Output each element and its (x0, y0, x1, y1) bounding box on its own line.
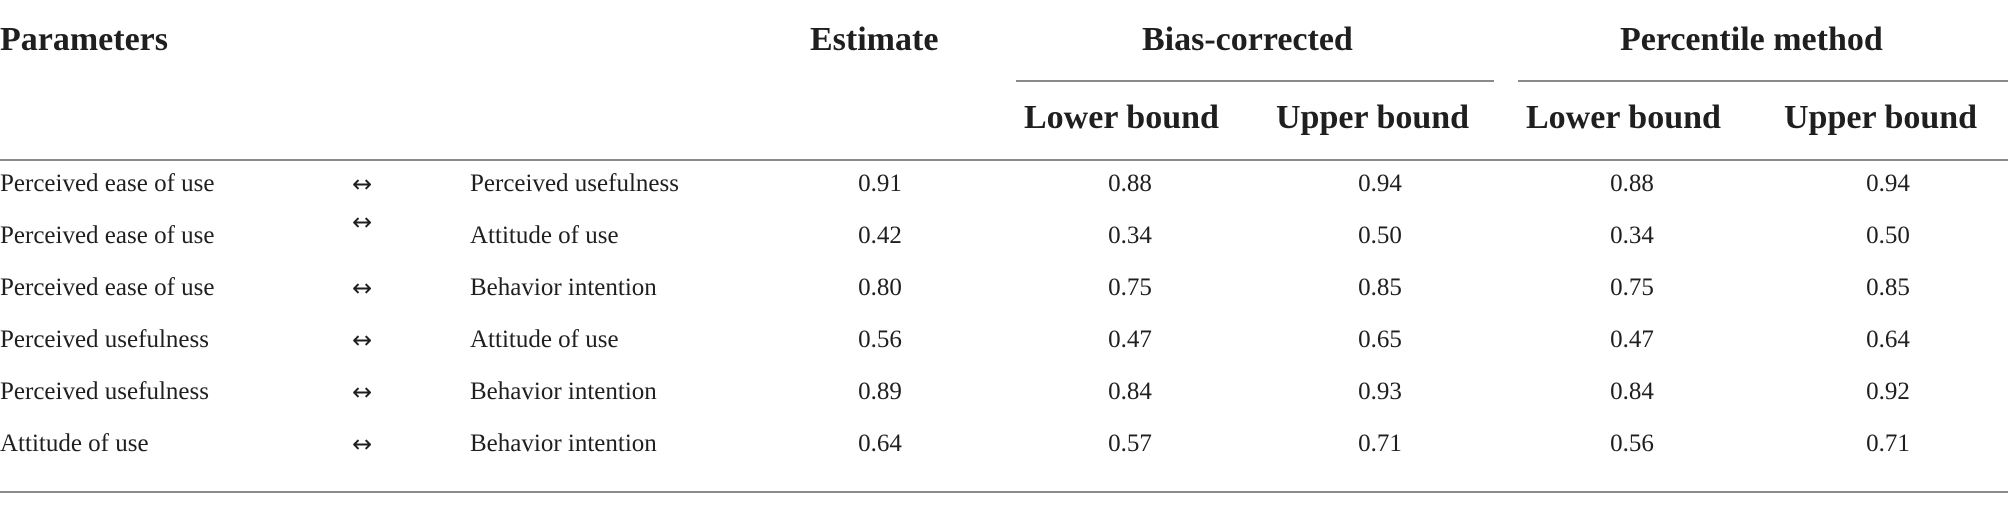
cell-to: Attitude of use (470, 222, 619, 249)
cell-arrow: ↔ (352, 378, 373, 406)
table-row: Perceived ease of use ↔ Perceived usefulne… (0, 158, 2008, 210)
cell-to: Behavior intention (470, 274, 657, 301)
cell-arrow: ↔ (352, 274, 373, 302)
cell-estimate: 0.42 (858, 222, 902, 249)
percentile-group-rule (1518, 80, 2008, 82)
cell-to: Behavior intention (470, 378, 657, 405)
cell-estimate: 0.64 (858, 430, 902, 457)
cell-bc-upper: 0.93 (1358, 378, 1402, 405)
cell-pm-upper: 0.50 (1866, 222, 1910, 249)
cell-pm-upper: 0.85 (1866, 274, 1910, 301)
table-row: Perceived usefulness ↔ Attitude of use 0.56… (0, 314, 2008, 366)
cell-bc-lower: 0.75 (1108, 274, 1152, 301)
cell-pm-upper: 0.92 (1866, 378, 1910, 405)
cell-pm-lower: 0.84 (1610, 378, 1654, 405)
cell-pm-lower: 0.47 (1610, 326, 1654, 353)
header-bc-upper-bound: Upper bound (1276, 99, 1470, 136)
cell-arrow: ↔ (352, 326, 373, 354)
cell-pm-upper: 0.71 (1866, 430, 1910, 457)
cell-bc-upper: 0.85 (1358, 274, 1402, 301)
table-bottom-rule (0, 491, 2008, 493)
cell-estimate: 0.89 (858, 378, 902, 405)
cell-from: Attitude of use (0, 430, 149, 457)
cell-arrow: ↔ (352, 208, 373, 236)
cell-from: Perceived usefulness (0, 378, 209, 405)
cell-bc-lower: 0.84 (1108, 378, 1152, 405)
cell-estimate: 0.91 (858, 170, 902, 197)
cell-bc-upper: 0.65 (1358, 326, 1402, 353)
cell-from: Perceived ease of use (0, 274, 215, 301)
table-row: Perceived ease of use ↔ Attitude of use 0.4… (0, 208, 2008, 262)
header-bias-corrected: Bias-corrected (1142, 21, 1353, 58)
cell-from: Perceived usefulness (0, 326, 209, 353)
header-bc-lower-bound: Lower bound (1024, 99, 1219, 136)
header-parameters: Parameters (0, 21, 169, 58)
header-bottom-rule (0, 159, 2008, 161)
cell-pm-lower: 0.34 (1610, 222, 1654, 249)
table-row: Perceived usefulness ↔ Behavior intention 0… (0, 366, 2008, 418)
cell-pm-lower: 0.56 (1610, 430, 1654, 457)
cell-pm-upper: 0.94 (1866, 170, 1910, 197)
cell-bc-lower: 0.88 (1108, 170, 1152, 197)
cell-to: Attitude of use (470, 326, 619, 353)
header-percentile-method: Percentile method (1620, 21, 1883, 58)
cell-arrow: ↔ (352, 430, 373, 458)
cell-to: Behavior intention (470, 430, 657, 457)
cell-bc-upper: 0.71 (1358, 430, 1402, 457)
cell-from: Perceived ease of use (0, 170, 215, 197)
cell-bc-upper: 0.50 (1358, 222, 1402, 249)
header-estimate: Estimate (810, 21, 939, 58)
cell-bc-lower: 0.47 (1108, 326, 1152, 353)
cell-estimate: 0.80 (858, 274, 902, 301)
cell-bc-lower: 0.57 (1108, 430, 1152, 457)
cell-estimate: 0.56 (858, 326, 902, 353)
table-row: Attitude of use ↔ Behavior intention 0.64 0.… (0, 418, 2008, 470)
header-pm-lower-bound: Lower bound (1526, 99, 1721, 136)
header-pm-upper-bound: Upper bound (1784, 99, 1978, 136)
table-row: Perceived ease of use ↔ Behavior intention… (0, 262, 2008, 314)
cell-bc-upper: 0.94 (1358, 170, 1402, 197)
cell-pm-lower: 0.88 (1610, 170, 1654, 197)
cell-to: Perceived usefulness (470, 170, 679, 197)
cell-from: Perceived ease of use (0, 222, 215, 249)
bias-corrected-group-rule (1016, 80, 1494, 82)
cell-arrow: ↔ (352, 170, 373, 198)
cell-bc-lower: 0.34 (1108, 222, 1152, 249)
cell-pm-lower: 0.75 (1610, 274, 1654, 301)
cell-pm-upper: 0.64 (1866, 326, 1910, 353)
